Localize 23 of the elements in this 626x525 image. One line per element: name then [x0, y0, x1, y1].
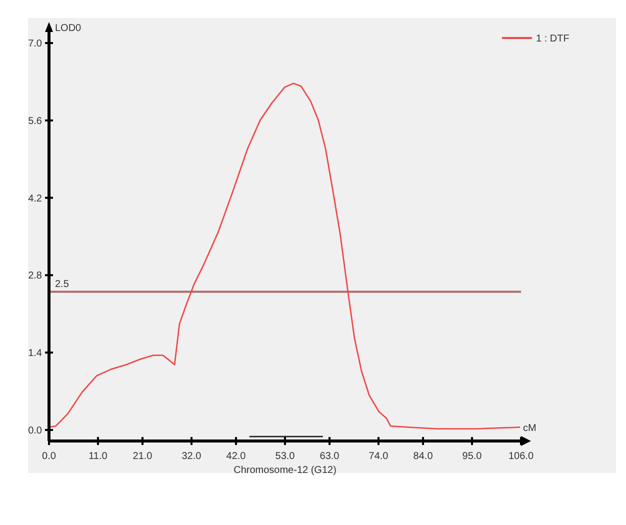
- y-tick-label: 4.2: [28, 193, 42, 204]
- ref-line-label: 2.5: [55, 278, 70, 290]
- x-tick-label: 63.0: [320, 451, 340, 462]
- x-tick-label: 95.0: [462, 451, 482, 462]
- x-tick-label: 32.0: [182, 451, 202, 462]
- x-tick-label: 21.0: [132, 451, 153, 462]
- text: cM: [523, 423, 536, 434]
- x-tick-label: 74.0: [368, 451, 389, 462]
- legend-label: 1 : DTF: [536, 34, 570, 44]
- x-tick-label: 0.0: [42, 451, 56, 462]
- y-tick-label: 5.6: [28, 116, 42, 127]
- x-tick-label: 42.0: [226, 451, 246, 462]
- x-axis-title: Chromosome-12 (G12): [234, 465, 336, 476]
- y-tick-label: 1.4: [28, 348, 42, 360]
- y-axis-title: LOD0: [55, 23, 82, 34]
- x-tick-label: 11.0: [88, 451, 108, 462]
- y-tick-label: 2.8: [28, 270, 42, 282]
- y-tick-label: 0.0: [28, 425, 42, 436]
- y-tick-label: 7.0: [28, 38, 42, 50]
- x-tick-label: 84.0: [413, 451, 434, 462]
- line-series: [48, 82, 521, 430]
- x-tick-label: 106.0: [508, 451, 534, 462]
- x-tick-label: 53.0: [275, 451, 296, 462]
